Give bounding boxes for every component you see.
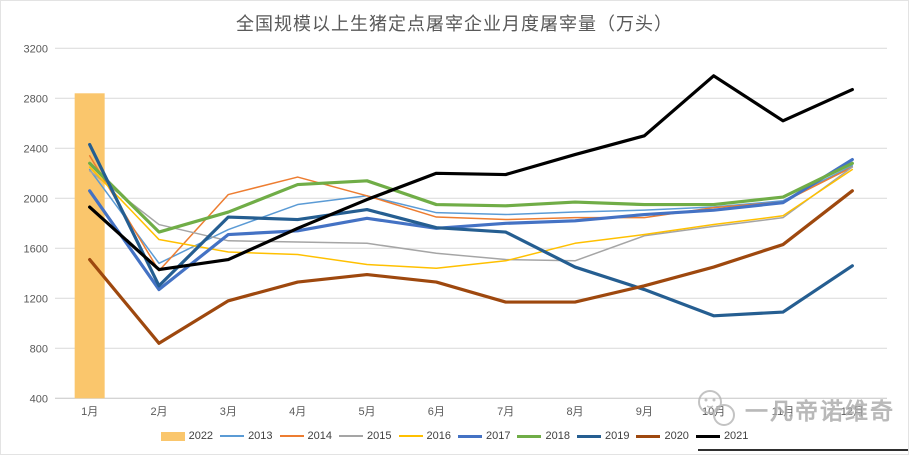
legend-swatch-2016 bbox=[398, 435, 423, 437]
y-tick-label: 800 bbox=[30, 343, 48, 355]
legend-item-2018: 2018 bbox=[517, 430, 570, 442]
x-tick-label: 5月 bbox=[358, 406, 375, 418]
y-tick-label: 2800 bbox=[24, 93, 48, 105]
legend-label-2014: 2014 bbox=[307, 430, 333, 442]
legend-label-2015: 2015 bbox=[367, 430, 392, 442]
x-tick-label: 4月 bbox=[289, 406, 306, 418]
legend-label-2020: 2020 bbox=[664, 430, 689, 442]
legend-label-2019: 2019 bbox=[604, 430, 630, 442]
x-tick-label: 9月 bbox=[636, 406, 653, 418]
series-line-2016 bbox=[88, 166, 854, 270]
legend-swatch-2013 bbox=[220, 435, 245, 437]
series-line-2020 bbox=[88, 189, 854, 345]
watermark-underline bbox=[698, 449, 908, 451]
x-tick-label: 2月 bbox=[150, 406, 167, 418]
y-tick-label: 1200 bbox=[24, 293, 48, 305]
bar-2022 bbox=[74, 93, 105, 399]
legend-item-2022: 2022 bbox=[160, 430, 214, 442]
x-tick-label: 1月 bbox=[81, 406, 98, 418]
legend-swatch-2018 bbox=[517, 434, 542, 438]
series-line-2021 bbox=[88, 74, 854, 272]
y-tick-label: 400 bbox=[30, 393, 48, 405]
series-line-2014 bbox=[88, 155, 854, 272]
legend-label-2018: 2018 bbox=[545, 430, 570, 442]
legend-label-2017: 2017 bbox=[486, 430, 511, 442]
legend-item-2015: 2015 bbox=[339, 430, 392, 442]
legend-swatch-2014 bbox=[279, 435, 304, 437]
series-line-2019 bbox=[88, 142, 854, 318]
series-line-2017 bbox=[88, 157, 854, 292]
legend-swatch-2015 bbox=[339, 435, 364, 437]
y-tick-label: 2000 bbox=[24, 193, 48, 205]
chart-title: 全国规模以上生猪定点屠宰企业月度屠宰量（万头） bbox=[236, 14, 673, 34]
x-tick-label: 8月 bbox=[566, 406, 583, 418]
x-tick-label: 7月 bbox=[497, 406, 514, 418]
legend-swatch-2022 bbox=[160, 431, 185, 441]
x-tick-label: 12月 bbox=[841, 406, 864, 418]
legend-item-2013: 2013 bbox=[220, 430, 273, 442]
legend-swatch-2017 bbox=[458, 434, 482, 438]
legend: 2022 2013 2014 2015 2016 2017 2018 2019 2020 2021 bbox=[1, 430, 908, 442]
legend-label-2013: 2013 bbox=[248, 430, 273, 442]
series-line-2018 bbox=[88, 161, 854, 234]
legend-swatch-2021 bbox=[695, 434, 720, 438]
legend-item-2016: 2016 bbox=[398, 430, 451, 442]
y-tick-label: 3200 bbox=[24, 43, 48, 55]
x-tick-label: 11月 bbox=[772, 406, 794, 418]
x-tick-label: 6月 bbox=[428, 406, 445, 418]
legend-label-2016: 2016 bbox=[426, 430, 451, 442]
y-tick-label: 1600 bbox=[24, 243, 48, 255]
legend-swatch-2019 bbox=[576, 434, 601, 438]
legend-label-2022: 2022 bbox=[188, 430, 214, 442]
legend-item-2014: 2014 bbox=[279, 430, 333, 442]
legend-item-2019: 2019 bbox=[576, 430, 630, 442]
y-tick-label: 2400 bbox=[24, 143, 48, 155]
legend-swatch-2020 bbox=[636, 434, 661, 438]
legend-item-2020: 2020 bbox=[636, 430, 689, 442]
legend-item-2017: 2017 bbox=[458, 430, 510, 442]
x-tick-label: 10月 bbox=[702, 406, 725, 418]
legend-label-2021: 2021 bbox=[723, 430, 749, 442]
series-line-2015 bbox=[88, 166, 854, 262]
x-tick-label: 3月 bbox=[220, 406, 237, 418]
legend-item-2021: 2021 bbox=[695, 430, 749, 442]
